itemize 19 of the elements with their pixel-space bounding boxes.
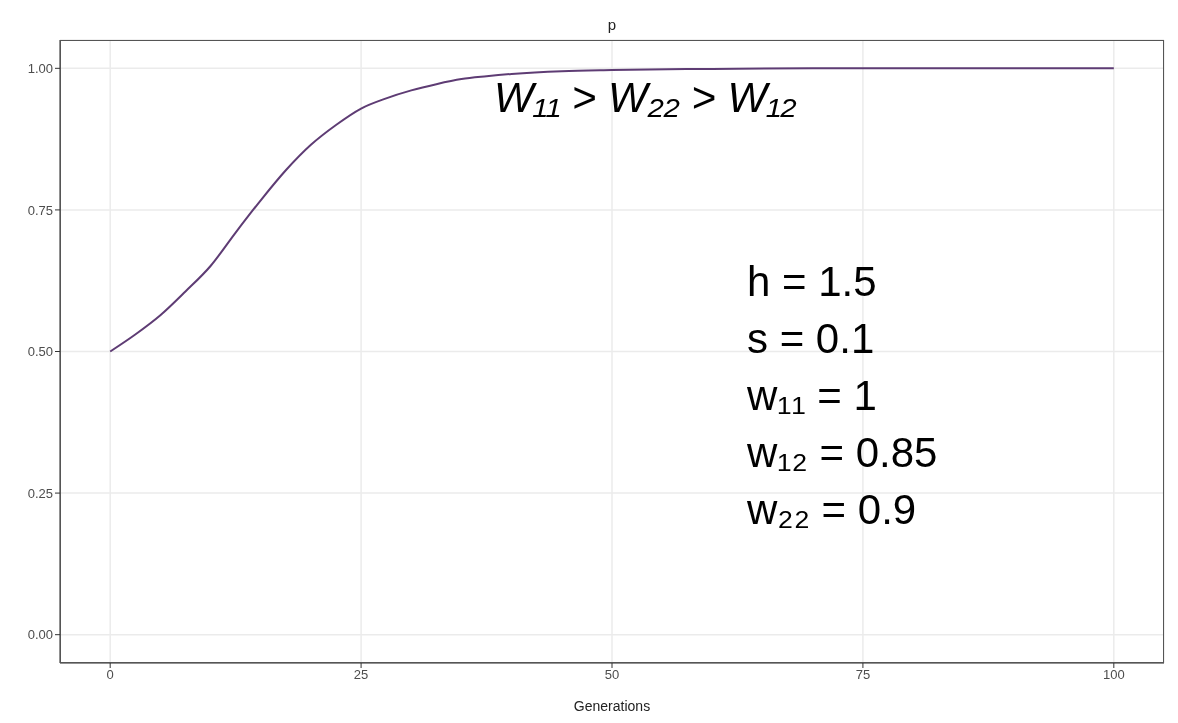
y-tick-label: 0.00 (27, 627, 53, 643)
annotation: W₁₁ > W₂₂ > W₁₂ (494, 74, 797, 122)
x-tick-label: 75 (855, 667, 871, 683)
x-tick-label: 25 (353, 667, 369, 683)
y-tick-label: 1.00 (27, 60, 53, 76)
annotation: w₁₁ = 1 (747, 372, 877, 420)
y-tick-label: 0.25 (27, 485, 53, 501)
y-tick-label: 0.75 (27, 202, 53, 218)
x-tick-label: 0 (106, 667, 114, 683)
annotation: w₁₂ = 0.85 (747, 429, 938, 477)
x-tick-label: 100 (1102, 667, 1125, 683)
y-tick-label: 0.50 (27, 344, 53, 360)
x-axis-title: Generations (573, 698, 651, 714)
annotation: w₂₂ = 0.9 (747, 486, 917, 534)
annotation: h = 1.5 (747, 258, 877, 306)
chart-title: p (606, 16, 618, 33)
annotation: s = 0.1 (747, 315, 875, 363)
x-tick-label: 50 (604, 667, 620, 683)
line-series (109, 67, 1115, 353)
